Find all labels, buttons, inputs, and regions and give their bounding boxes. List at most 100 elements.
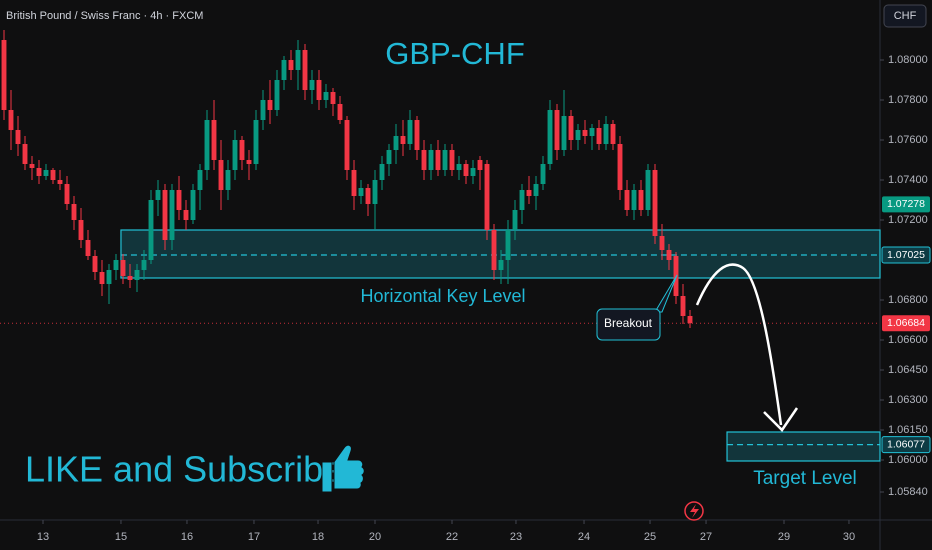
candle-body bbox=[575, 130, 581, 140]
candle-body bbox=[519, 190, 525, 210]
callout-text: Breakout bbox=[604, 316, 653, 330]
candle-body bbox=[260, 100, 266, 120]
zone-level-tag bbox=[881, 436, 931, 454]
candle-body bbox=[372, 180, 378, 204]
y-tick-label: 1.07800 bbox=[888, 94, 928, 106]
candle-body bbox=[470, 168, 476, 176]
candle-body bbox=[50, 170, 56, 180]
candle-body bbox=[645, 170, 651, 210]
y-tick-label: 1.07400 bbox=[888, 174, 928, 186]
projection-arrow bbox=[695, 263, 783, 426]
candle-body bbox=[414, 120, 420, 150]
x-tick-label: 18 bbox=[312, 531, 324, 543]
candle-body bbox=[505, 230, 511, 260]
price-tag bbox=[882, 196, 930, 213]
callout-box bbox=[596, 308, 661, 341]
y-tick-label: 1.07600 bbox=[888, 134, 928, 146]
y-tick-label: 1.05840 bbox=[888, 486, 928, 498]
candle-body bbox=[134, 270, 140, 280]
candle-body bbox=[379, 164, 385, 180]
x-tick-label: 13 bbox=[37, 531, 49, 543]
candle-body bbox=[680, 296, 686, 316]
candle-body bbox=[316, 80, 322, 100]
x-tick-label: 16 bbox=[181, 531, 193, 543]
price-tag bbox=[882, 315, 930, 332]
zone-level-tag bbox=[881, 246, 931, 264]
key-level-label: Horizontal Key Level bbox=[360, 286, 525, 306]
candle-body bbox=[386, 150, 392, 164]
candle-body bbox=[568, 116, 574, 140]
chart-title: GBP-CHF bbox=[385, 36, 525, 71]
zone bbox=[120, 229, 881, 279]
x-tick-label: 22 bbox=[446, 531, 458, 543]
candle-body bbox=[71, 204, 77, 220]
candle-body bbox=[253, 120, 259, 164]
candle-body bbox=[477, 160, 483, 170]
x-tick-label: 27 bbox=[700, 531, 712, 543]
candle-body bbox=[239, 140, 245, 160]
zones bbox=[120, 229, 881, 462]
candle-body bbox=[526, 190, 532, 196]
candle-body bbox=[302, 50, 308, 90]
candle-body bbox=[344, 120, 350, 170]
candle-body bbox=[323, 92, 329, 100]
y-tick-label: 1.06150 bbox=[888, 424, 928, 436]
candle-body bbox=[106, 270, 112, 284]
candle-body bbox=[561, 116, 567, 150]
candle-body bbox=[141, 260, 147, 270]
x-tick-label: 24 bbox=[578, 531, 590, 543]
candle-body bbox=[428, 150, 434, 170]
candle-body bbox=[421, 150, 427, 170]
candle-body bbox=[351, 170, 357, 196]
candle-body bbox=[22, 144, 28, 164]
candle-body bbox=[176, 190, 182, 210]
candle-body bbox=[29, 164, 35, 168]
y-tick-label: 1.06450 bbox=[888, 364, 928, 376]
candle-body bbox=[295, 50, 301, 70]
candle-body bbox=[512, 210, 518, 230]
candle-body bbox=[162, 190, 168, 240]
candle-body bbox=[589, 128, 595, 136]
candle-body bbox=[330, 92, 336, 104]
candle-body bbox=[190, 190, 196, 220]
x-tick-label: 20 bbox=[369, 531, 381, 543]
candle-body bbox=[554, 110, 560, 150]
candle-body bbox=[43, 170, 49, 176]
candle-body bbox=[687, 316, 693, 324]
currency-button[interactable] bbox=[883, 4, 927, 28]
x-tick-label: 23 bbox=[510, 531, 522, 543]
target-label: Target Level bbox=[753, 468, 857, 489]
y-tick-label: 1.06600 bbox=[888, 334, 928, 346]
candle-body bbox=[8, 110, 14, 130]
candle-body bbox=[183, 210, 189, 220]
candle-body bbox=[596, 128, 602, 144]
candle-body bbox=[155, 190, 161, 200]
candle-body bbox=[365, 188, 371, 204]
candle-body bbox=[309, 80, 315, 90]
x-tick-label: 29 bbox=[778, 531, 790, 543]
candle-body bbox=[120, 260, 126, 276]
y-tick-label: 1.06300 bbox=[888, 394, 928, 406]
candle-body bbox=[92, 256, 98, 272]
candle-body bbox=[617, 144, 623, 190]
symbol-header: British Pound / Swiss Franc · 4h · FXCM bbox=[6, 10, 203, 22]
candle-body bbox=[288, 60, 294, 70]
candle-body bbox=[99, 272, 105, 284]
candle-body bbox=[274, 80, 280, 110]
candle-body bbox=[78, 220, 84, 240]
candle-body bbox=[659, 236, 665, 250]
currency-label[interactable]: CHF bbox=[894, 10, 917, 22]
candle-body bbox=[57, 180, 63, 184]
zone-level-label: 1.06077 bbox=[887, 438, 925, 450]
candle-body bbox=[393, 136, 399, 150]
candle-body bbox=[540, 164, 546, 184]
candle-body bbox=[197, 170, 203, 190]
candle-body bbox=[337, 104, 343, 120]
candle-body bbox=[204, 120, 210, 170]
event-icon[interactable] bbox=[684, 501, 704, 521]
candle-body bbox=[652, 170, 658, 236]
x-tick-label: 25 bbox=[644, 531, 656, 543]
candle-body bbox=[666, 250, 672, 260]
